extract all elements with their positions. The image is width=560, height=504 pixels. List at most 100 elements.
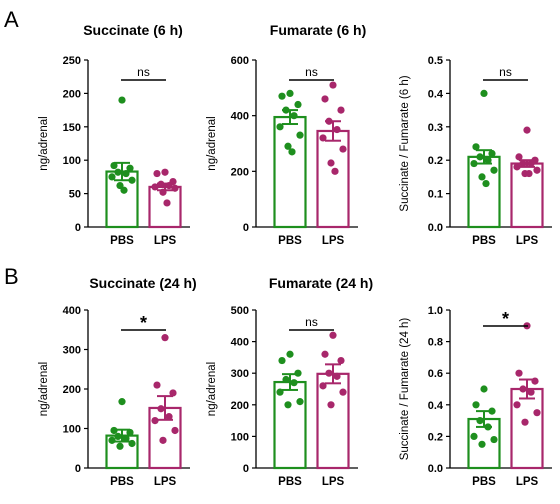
data-point-pbs [490, 166, 498, 174]
data-point-lps [159, 436, 167, 444]
y-tick-label: 200 [63, 88, 81, 100]
y-axis-label: ng/adrenal [206, 116, 218, 170]
data-point-pbs [296, 131, 304, 139]
data-point-pbs [290, 112, 298, 120]
y-tick-label: 0 [75, 222, 81, 234]
y-tick-label: 600 [231, 55, 249, 67]
x-category-label: LPS [322, 476, 345, 488]
data-point-lps [333, 125, 341, 134]
x-category-label: PBS [278, 235, 302, 247]
data-point-pbs [122, 434, 130, 442]
y-tick-label: 0.6 [428, 368, 443, 380]
data-point-lps [169, 389, 177, 397]
x-category-label: PBS [110, 476, 134, 488]
data-point-pbs [470, 159, 478, 168]
data-point-lps [337, 106, 345, 114]
data-point-pbs [128, 439, 136, 448]
y-tick-label: 0.2 [428, 155, 443, 167]
y-axis-label: ng/adrenal [38, 362, 50, 416]
y-tick-label: 0.3 [428, 122, 443, 134]
data-point-pbs [276, 123, 284, 131]
data-point-lps [329, 81, 337, 89]
data-point-lps [161, 334, 169, 342]
data-point-lps [151, 183, 159, 191]
x-category-label: PBS [472, 476, 496, 488]
x-category-label: LPS [516, 235, 539, 247]
data-point-pbs [114, 168, 122, 176]
y-tick-label: 0.8 [428, 337, 443, 349]
x-category-label: LPS [154, 235, 177, 247]
y-tick-label: 100 [63, 155, 81, 167]
y-tick-label: 400 [231, 111, 249, 123]
data-point-lps [325, 369, 333, 377]
data-point-lps [319, 382, 327, 390]
data-point-lps [157, 405, 165, 413]
y-tick-label: 250 [63, 55, 81, 67]
significance-label: ns [305, 315, 318, 329]
data-point-pbs [126, 428, 134, 437]
significance-label: ns [499, 65, 512, 79]
data-point-lps [165, 181, 173, 190]
data-point-lps [523, 126, 531, 134]
data-point-lps [531, 377, 539, 385]
data-point-pbs [286, 89, 294, 97]
x-category-label: LPS [516, 476, 539, 488]
data-point-pbs [478, 440, 486, 448]
y-tick-label: 300 [231, 368, 249, 380]
y-tick-label: 0.4 [428, 400, 444, 412]
data-point-lps [333, 372, 341, 380]
data-point-lps [339, 388, 347, 396]
bar-lps [510, 387, 544, 470]
y-tick-label: 1.0 [428, 305, 443, 317]
data-point-lps [329, 331, 337, 339]
y-tick-label: 0 [243, 463, 249, 475]
data-point-pbs [470, 432, 478, 440]
data-point-pbs [478, 173, 486, 181]
data-point-lps [525, 169, 533, 178]
y-tick-label: 400 [63, 305, 81, 317]
data-point-lps [515, 153, 523, 161]
x-category-label: LPS [154, 476, 177, 488]
bar-lps [316, 129, 350, 229]
data-point-pbs [114, 432, 122, 440]
data-point-pbs [288, 148, 296, 156]
data-point-lps [519, 159, 527, 168]
data-point-pbs [278, 92, 286, 100]
data-point-pbs [122, 169, 130, 178]
significance-label: * [502, 309, 509, 329]
data-point-lps [321, 350, 329, 358]
data-point-pbs [282, 375, 290, 384]
data-point-lps [153, 381, 161, 389]
data-point-pbs [126, 164, 134, 172]
data-point-lps [533, 409, 541, 417]
data-point-pbs [108, 436, 116, 444]
data-point-lps [161, 168, 169, 176]
y-tick-label: 0.5 [428, 55, 443, 67]
chart-5: Fumarate (24 h) 0 100 200 300 400 500 ng/adrena… [206, 275, 373, 488]
y-tick-label: 0.1 [428, 189, 443, 201]
y-axis-label: Succinate / Fumarate (24 h) [399, 318, 411, 461]
data-point-pbs [116, 181, 124, 190]
data-point-pbs [472, 143, 480, 151]
data-point-pbs [488, 149, 496, 158]
data-point-lps [533, 166, 541, 174]
data-point-lps [163, 199, 171, 207]
data-point-pbs [116, 442, 124, 450]
y-tick-label: 0.4 [428, 88, 444, 100]
data-point-pbs [482, 179, 490, 188]
data-point-pbs [282, 106, 290, 114]
data-point-pbs [118, 96, 126, 104]
data-point-pbs [118, 398, 126, 406]
data-point-lps [513, 401, 521, 409]
data-point-pbs [294, 369, 302, 377]
data-point-lps [151, 417, 159, 425]
data-point-pbs [484, 423, 492, 431]
chart-1: Succinate (6 h) 0 50 100 150 200 250 ng/adrenal… [38, 22, 190, 247]
panel-letter-a: A [4, 7, 19, 32]
data-point-pbs [488, 407, 496, 415]
data-point-pbs [480, 89, 488, 97]
data-point-pbs [490, 435, 498, 444]
data-point-pbs [120, 186, 128, 194]
data-point-lps [153, 169, 161, 178]
